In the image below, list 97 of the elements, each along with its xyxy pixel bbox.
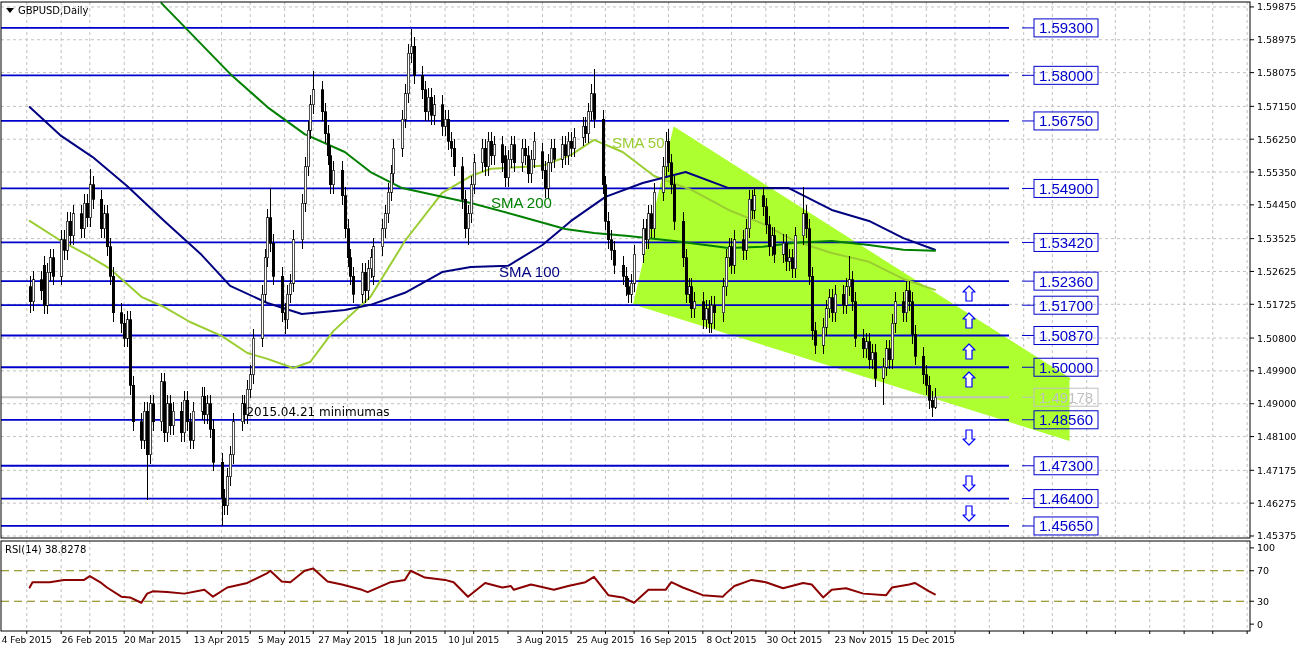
candlestick: [171, 401, 176, 436]
y-tick-label: 1.51725: [1257, 298, 1297, 310]
candlestick: [489, 131, 494, 166]
candlestick: [168, 394, 173, 436]
candlestick: [841, 284, 846, 315]
candlestick: [552, 138, 557, 169]
candlestick: [572, 127, 577, 158]
candlestick: [51, 248, 56, 286]
candlestick: [179, 401, 184, 443]
x-tick-label: 10 Jul 2015: [448, 635, 500, 645]
candlestick: [563, 135, 568, 166]
y-tick-label: 1.45375: [1257, 530, 1297, 542]
candlestick: [861, 328, 866, 359]
y-tick-label: 1.50800: [1257, 332, 1297, 344]
y-tick-label: 1.46275: [1257, 497, 1297, 509]
ref-line-label: 1.54900: [1038, 179, 1094, 197]
candlestick: [28, 275, 33, 314]
candlestick: [31, 270, 36, 312]
x-tick-label: 26 Feb 2015: [61, 635, 118, 645]
y-tick-label: 1.58975: [1257, 34, 1297, 46]
line-series: [28, 567, 936, 604]
chart-title: RSI(14) 38.8278: [5, 544, 87, 555]
candlestick: [830, 288, 835, 323]
y-tick-label: 1.56250: [1257, 133, 1297, 145]
candlestick: [784, 233, 789, 272]
candlestick: [426, 87, 431, 122]
ref-line-label: 1.50870: [1038, 326, 1094, 344]
line-series: [28, 106, 936, 315]
candlestick: [429, 87, 434, 126]
ref-line-label: 1.56750: [1038, 112, 1094, 130]
x-tick-label: 30 Oct 2015: [766, 635, 823, 645]
series-label: SMA 100: [499, 263, 560, 280]
candlestick: [864, 332, 869, 359]
x-tick-label: 3 Aug 2015: [516, 635, 569, 645]
candlestick: [363, 262, 368, 304]
x-tick-label: 23 Nov 2015: [834, 635, 893, 645]
candlestick: [569, 131, 574, 158]
y-tick-label: 1.58075: [1257, 67, 1297, 79]
ref-line-label: 1.58000: [1038, 66, 1094, 84]
y-tick-label: 1.47175: [1257, 464, 1297, 476]
candlestick: [701, 291, 706, 330]
candlestick: [904, 280, 909, 323]
series-label: SMA 50: [612, 134, 665, 151]
x-tick-label: 4 Feb 2015: [1, 635, 52, 645]
x-tick-label: 25 Aug 2015: [576, 635, 635, 645]
candlestick: [867, 332, 872, 370]
ref-line-label: 1.52360: [1038, 272, 1094, 290]
candlestick: [833, 284, 838, 323]
candlestick: [520, 138, 525, 173]
ref-line-label: 1.45650: [1038, 517, 1094, 535]
x-tick-label: 15 Dec 2015: [897, 635, 956, 645]
candlestick: [432, 94, 437, 126]
candlestick: [483, 138, 488, 177]
y-tick-label: 0: [1257, 618, 1264, 630]
x-tick-label: 16 Sep 2015: [639, 635, 697, 645]
candlestick: [741, 229, 746, 261]
candlestick: [139, 412, 144, 450]
x-tick-label: 20 Mar 2015: [124, 635, 182, 645]
ref-line-label: 1.47300: [1038, 457, 1094, 475]
ref-line-label: 1.51700: [1038, 296, 1094, 314]
ref-line-label: 1.46400: [1038, 490, 1094, 508]
x-tick-label: 27 May 2015: [318, 635, 377, 645]
candlestick: [79, 204, 84, 239]
candlestick: [704, 299, 709, 330]
candlestick: [492, 135, 497, 166]
y-tick-label: 30: [1257, 595, 1270, 607]
y-tick-label: 1.55350: [1257, 166, 1297, 178]
y-tick-label: 1.53525: [1257, 233, 1297, 245]
y-tick-label: 1.49000: [1257, 398, 1297, 410]
y-tick-label: 1.59875: [1257, 1, 1297, 13]
series-label: SMA 200: [491, 194, 552, 211]
x-tick-label: 13 Apr 2015: [193, 635, 250, 645]
x-tick-label: 5 May 2015: [258, 635, 312, 645]
candlestick: [801, 186, 806, 246]
candlestick: [440, 94, 445, 137]
candlestick: [712, 295, 717, 330]
x-tick-label: 8 Oct 2015: [706, 635, 757, 645]
y-tick-label: 1.49900: [1257, 365, 1297, 377]
candlestick: [71, 204, 76, 246]
y-tick-label: 70: [1257, 565, 1270, 577]
candlestick: [480, 138, 485, 173]
y-tick-label: 100: [1257, 542, 1276, 554]
y-tick-label: 1.54450: [1257, 199, 1297, 211]
ref-line-label: 1.53420: [1038, 233, 1094, 251]
candlestick: [512, 135, 517, 173]
y-tick-label: 1.57150: [1257, 100, 1297, 112]
y-tick-label: 1.52625: [1257, 265, 1297, 277]
candlestick: [566, 131, 571, 166]
y-tick-label: 1.48100: [1257, 431, 1297, 443]
candlestick: [901, 291, 906, 323]
candlestick: [360, 262, 365, 304]
candlestick: [560, 135, 565, 169]
chart-title: GBPUSD,Daily: [18, 5, 89, 16]
x-tick-label: 18 Jun 2015: [383, 635, 438, 645]
line-series: [28, 138, 936, 369]
candlestick: [781, 233, 786, 264]
ref-line-label: 1.59300: [1038, 19, 1094, 37]
